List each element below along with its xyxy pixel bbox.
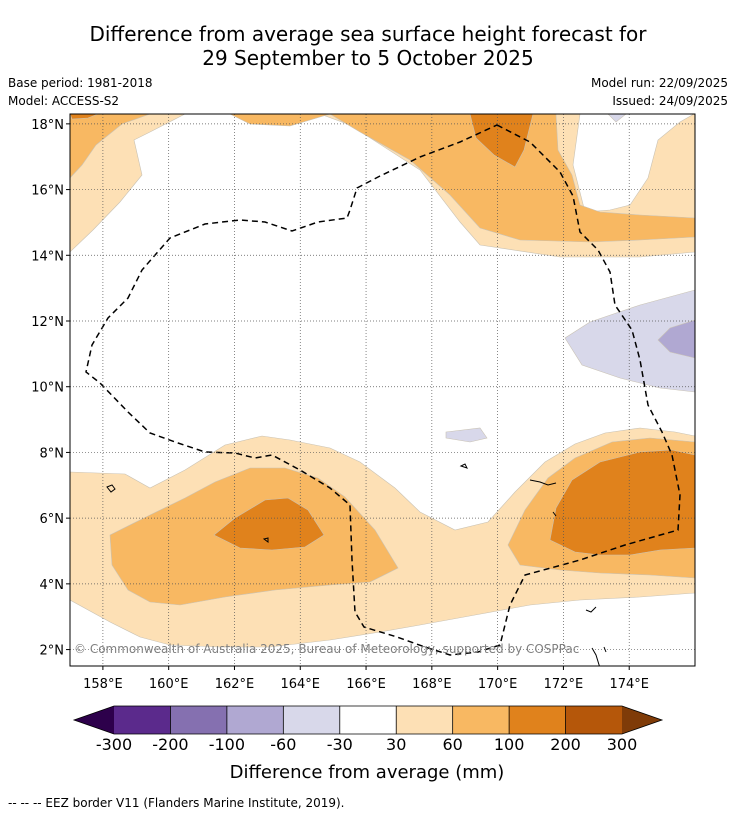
contour-map — [70, 114, 695, 666]
chart-title-line-2: 29 September to 5 October 2025 — [202, 46, 534, 70]
colorbar-label: Difference from average (mm) — [230, 762, 505, 783]
x-tick-label: 158°E — [83, 677, 123, 692]
model-run-label: Model run: 22/09/2025 — [590, 76, 728, 90]
colorbar-tick-label: 30 — [386, 735, 406, 754]
y-tick-label: 16°N — [31, 184, 64, 199]
y-tick-label: 4°N — [40, 578, 65, 593]
contour-north-60-100-main — [329, 114, 695, 243]
colorbar-outline — [72, 705, 664, 735]
contour-south-100-200-west — [213, 497, 325, 551]
y-tick-label: 10°N — [31, 381, 64, 396]
x-tick-label: 160°E — [149, 677, 189, 692]
colorbar-swatch — [170, 706, 228, 734]
colorbar-swatch — [339, 706, 397, 734]
chart-title: Difference from average sea surface heig… — [0, 22, 736, 70]
colorbar-tick-label: 100 — [494, 735, 525, 754]
colorbar-over-arrow — [622, 706, 662, 734]
colorbar-under-arrow — [74, 706, 114, 734]
x-tick-label: 164°E — [280, 677, 320, 692]
y-tick-label: 6°N — [40, 512, 65, 527]
plot-frame — [69, 113, 696, 667]
colorbar-swatch — [452, 706, 510, 734]
x-tick-label: 166°E — [346, 677, 386, 692]
contour-north-60-100 — [229, 114, 331, 127]
copyright-text: © Commonwealth of Australia 2025, Bureau… — [74, 642, 579, 656]
issued-label: Issued: 24/09/2025 — [612, 94, 728, 108]
contour-north-30-60 — [70, 114, 186, 253]
island-outline — [106, 463, 607, 666]
colorbar-tick-label: -200 — [152, 735, 188, 754]
contour-negative-small — [445, 427, 488, 443]
contour-south-100-200-east — [549, 449, 695, 556]
y-tick-label: 14°N — [31, 249, 64, 264]
contour-north-60-100-west — [70, 114, 151, 179]
colorbar-swatch — [114, 706, 171, 734]
colorbar-swatch — [396, 706, 454, 734]
x-tick-label: 168°E — [412, 677, 452, 692]
x-tick-label: 172°E — [544, 677, 584, 692]
colorbar-swatch — [226, 706, 284, 734]
colorbar-tick-label: -60 — [270, 735, 296, 754]
contour-negative-top — [607, 114, 627, 123]
x-tick-label: 170°E — [478, 677, 518, 692]
contour-negative-60-30 — [564, 289, 695, 393]
y-tick-label: 8°N — [40, 446, 65, 461]
footnote: -- -- -- EEZ border V11 (Flanders Marine… — [8, 796, 345, 810]
colorbar-tick-label: -100 — [209, 735, 245, 754]
contour-north-100-200-west — [70, 114, 99, 120]
y-tick-label: 2°N — [40, 644, 65, 659]
colorbar-tick-label: 300 — [607, 735, 638, 754]
colorbar-tick-label: 60 — [442, 735, 462, 754]
meta-left: Base period: 1981-2018 Model: ACCESS-S2 — [8, 74, 153, 110]
y-tick-label: 12°N — [31, 315, 64, 330]
y-axis-ticks: 2°N 4°N 6°N 8°N 10°N 12°N 14°N 16°N 18°N — [31, 118, 70, 659]
x-tick-label: 162°E — [215, 677, 255, 692]
colorbar-tick-label: -300 — [96, 735, 132, 754]
x-tick-label: 174°E — [609, 677, 649, 692]
colorbar: -300 -200 -100 -60 -30 30 60 100 200 300 — [72, 705, 664, 754]
colorbar-swatch — [283, 706, 341, 734]
x-axis-ticks: 158°E 160°E 162°E 164°E 166°E 168°E 170°E 172°E… — [83, 666, 649, 692]
y-tick-label: 18°N — [31, 118, 64, 133]
meta-right: Model run: 22/09/2025 Issued: 24/09/2025 — [591, 74, 728, 110]
colorbar-tick-label: -30 — [327, 735, 353, 754]
colorbar-swatch — [565, 706, 623, 734]
colorbar-swatch — [509, 706, 567, 734]
colorbar-tick-label: 200 — [550, 735, 581, 754]
contour-north-100-200 — [469, 114, 534, 168]
contour-negative-100-60 — [657, 319, 695, 359]
base-period-label: Base period: 1981-2018 — [8, 76, 153, 90]
grid-lines — [70, 114, 695, 666]
model-label: Model: ACCESS-S2 — [8, 94, 120, 108]
chart-title-line-1: Difference from average sea surface heig… — [89, 22, 647, 46]
